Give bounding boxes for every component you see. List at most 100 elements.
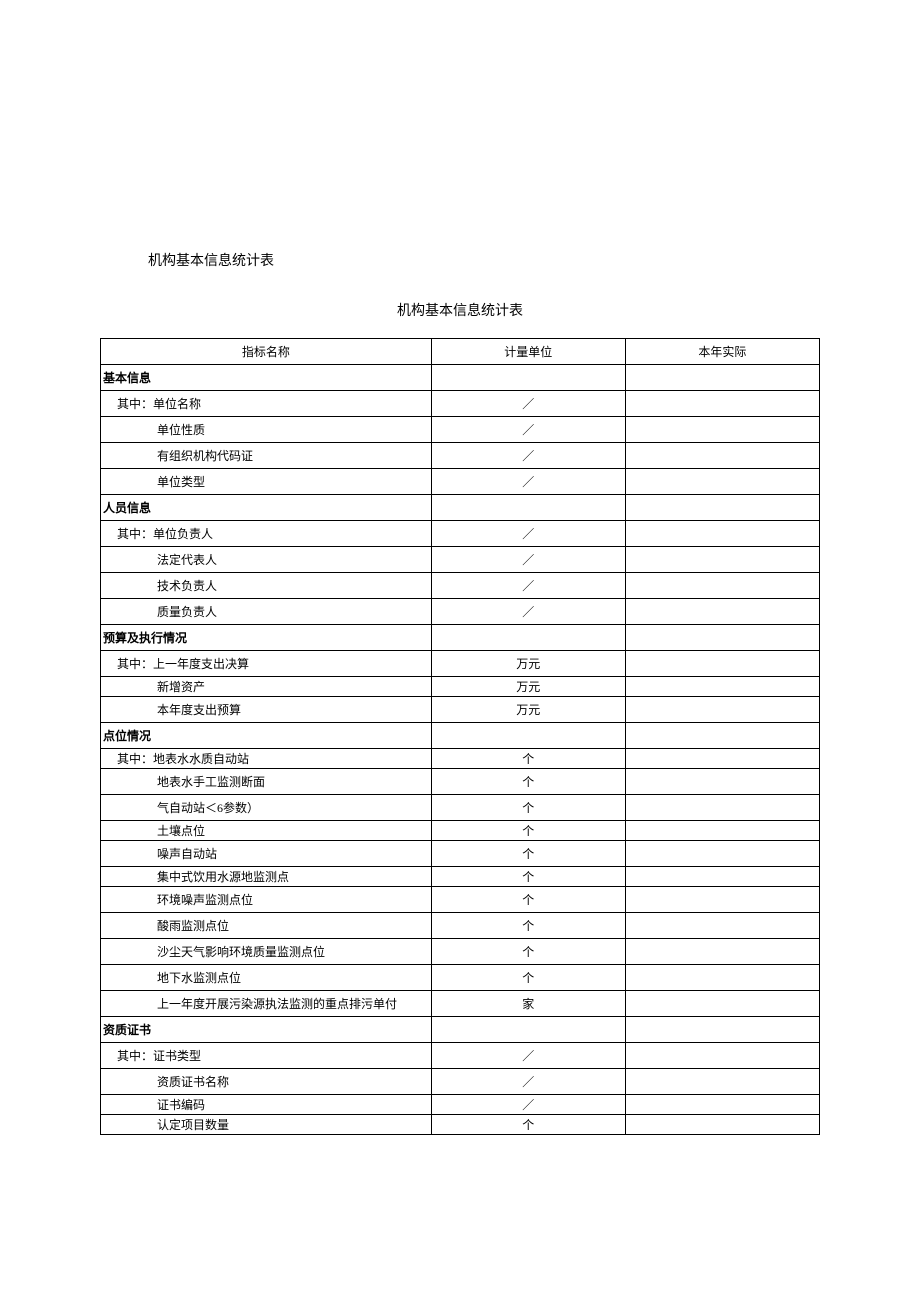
row-label: 其中：单位名称	[101, 391, 432, 417]
row-unit: 个	[431, 913, 625, 939]
row-label: 有组织机构代码证	[101, 443, 432, 469]
row-unit: ／	[431, 469, 625, 495]
row-actual	[625, 599, 819, 625]
row-label: 认定项目数量	[101, 1115, 432, 1135]
row-label: 噪声自动站	[101, 841, 432, 867]
table-row: 酸雨监测点位个	[101, 913, 820, 939]
row-unit: ／	[431, 443, 625, 469]
row-actual	[625, 913, 819, 939]
table-row: 环境噪声监测点位个	[101, 887, 820, 913]
table-row: 质量负责人／	[101, 599, 820, 625]
row-actual	[625, 417, 819, 443]
row-actual	[625, 677, 819, 697]
row-unit: 个	[431, 841, 625, 867]
row-unit: 万元	[431, 677, 625, 697]
section-header-row: 人员信息	[101, 495, 820, 521]
table-row: 证书编码／	[101, 1095, 820, 1115]
row-actual	[625, 749, 819, 769]
row-label: 其中：地表水水质自动站	[101, 749, 432, 769]
row-label: 酸雨监测点位	[101, 913, 432, 939]
table-row: 其中：上一年度支出决算万元	[101, 651, 820, 677]
row-unit: ／	[431, 1069, 625, 1095]
row-actual	[625, 1115, 819, 1135]
row-unit: ／	[431, 391, 625, 417]
row-label: 集中式饮用水源地监测点	[101, 867, 432, 887]
row-label: 法定代表人	[101, 547, 432, 573]
row-actual	[625, 573, 819, 599]
document-title: 机构基本信息统计表	[148, 250, 820, 270]
row-unit: ／	[431, 417, 625, 443]
section-header-row: 资质证书	[101, 1017, 820, 1043]
row-unit: ／	[431, 1095, 625, 1115]
row-unit: 个	[431, 1115, 625, 1135]
section-title: 点位情况	[101, 723, 432, 749]
row-label: 证书编码	[101, 1095, 432, 1115]
row-unit: ／	[431, 521, 625, 547]
row-actual	[625, 1095, 819, 1115]
table-row: 其中：地表水水质自动站个	[101, 749, 820, 769]
table-row: 法定代表人／	[101, 547, 820, 573]
row-unit: 个	[431, 965, 625, 991]
row-actual	[625, 697, 819, 723]
table-row: 新增资产万元	[101, 677, 820, 697]
section-title: 基本信息	[101, 365, 432, 391]
table-row: 集中式饮用水源地监测点个	[101, 867, 820, 887]
row-unit: 个	[431, 795, 625, 821]
row-actual	[625, 521, 819, 547]
row-actual	[625, 841, 819, 867]
row-unit: ／	[431, 1043, 625, 1069]
row-label: 其中：单位负责人	[101, 521, 432, 547]
table-row: 地下水监测点位个	[101, 965, 820, 991]
row-unit: ／	[431, 599, 625, 625]
header-actual: 本年实际	[625, 339, 819, 365]
row-label: 本年度支出预算	[101, 697, 432, 723]
table-row: 本年度支出预算万元	[101, 697, 820, 723]
section-unit	[431, 495, 625, 521]
row-label: 单位类型	[101, 469, 432, 495]
section-header-row: 点位情况	[101, 723, 820, 749]
row-label: 新增资产	[101, 677, 432, 697]
row-actual	[625, 795, 819, 821]
section-title: 人员信息	[101, 495, 432, 521]
row-actual	[625, 651, 819, 677]
section-actual	[625, 495, 819, 521]
row-label: 其中：上一年度支出决算	[101, 651, 432, 677]
table-row: 其中：单位负责人／	[101, 521, 820, 547]
table-row: 气自动站＜6参数）个	[101, 795, 820, 821]
row-actual	[625, 1043, 819, 1069]
section-unit	[431, 1017, 625, 1043]
table-row: 资质证书名称／	[101, 1069, 820, 1095]
section-actual	[625, 1017, 819, 1043]
row-label: 环境噪声监测点位	[101, 887, 432, 913]
row-actual	[625, 965, 819, 991]
row-actual	[625, 547, 819, 573]
row-actual	[625, 391, 819, 417]
row-label: 其中：证书类型	[101, 1043, 432, 1069]
header-unit: 计量单位	[431, 339, 625, 365]
table-row: 其中：单位名称／	[101, 391, 820, 417]
row-label: 质量负责人	[101, 599, 432, 625]
table-row: 上一年度开展污染源执法监测的重点排污单付家	[101, 991, 820, 1017]
row-actual	[625, 821, 819, 841]
table-row: 沙尘天气影响环境质量监测点位个	[101, 939, 820, 965]
row-label: 地表水手工监测断面	[101, 769, 432, 795]
table-header-row: 指标名称 计量单位 本年实际	[101, 339, 820, 365]
table-row: 地表水手工监测断面个	[101, 769, 820, 795]
row-label: 技术负责人	[101, 573, 432, 599]
row-actual	[625, 939, 819, 965]
table-row: 有组织机构代码证／	[101, 443, 820, 469]
row-actual	[625, 887, 819, 913]
row-unit: 家	[431, 991, 625, 1017]
table-row: 技术负责人／	[101, 573, 820, 599]
row-label: 单位性质	[101, 417, 432, 443]
row-actual	[625, 991, 819, 1017]
row-unit: 个	[431, 887, 625, 913]
row-actual	[625, 867, 819, 887]
section-actual	[625, 723, 819, 749]
row-label: 资质证书名称	[101, 1069, 432, 1095]
table-body: 基本信息其中：单位名称／单位性质／有组织机构代码证／单位类型／人员信息其中：单位…	[101, 365, 820, 1135]
row-label: 沙尘天气影响环境质量监测点位	[101, 939, 432, 965]
section-unit	[431, 625, 625, 651]
section-actual	[625, 625, 819, 651]
table-row: 单位类型／	[101, 469, 820, 495]
